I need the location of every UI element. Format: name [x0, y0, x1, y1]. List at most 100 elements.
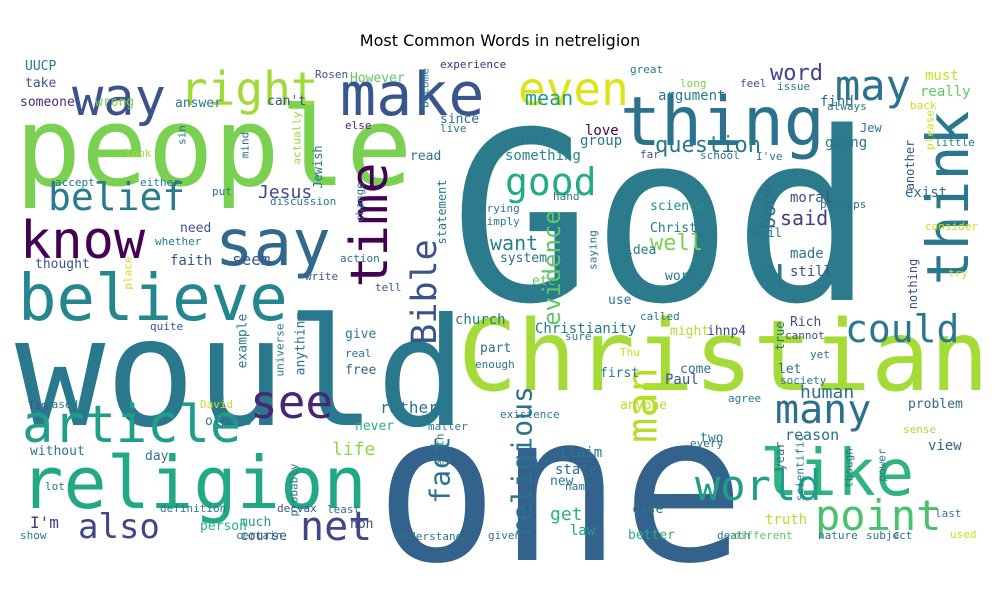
- word-show: show: [20, 529, 47, 542]
- word-little: little: [935, 136, 975, 149]
- word-reason: reason: [785, 426, 839, 444]
- word-write: write: [305, 270, 338, 283]
- word-another: another: [903, 140, 917, 191]
- word-moral: moral: [790, 190, 832, 206]
- word-two: two: [700, 431, 723, 446]
- word-action: action: [340, 252, 380, 265]
- word-claim: claim: [560, 445, 602, 461]
- word-without: without: [30, 444, 85, 459]
- word-world: world: [695, 461, 821, 510]
- word-religion: religion: [20, 441, 367, 525]
- word-used: used: [950, 528, 977, 541]
- word-case: case: [632, 502, 663, 517]
- word-bible: Bible: [405, 239, 445, 344]
- word-wrong: wrong: [95, 95, 134, 110]
- word-sin: sin: [176, 125, 189, 145]
- word-really: really: [920, 84, 971, 100]
- word-agree: agree: [728, 392, 761, 405]
- word-even: even: [518, 62, 629, 116]
- word-said: said: [780, 206, 828, 230]
- word-god: God: [450, 83, 874, 356]
- word-quite: quite: [150, 320, 183, 333]
- word-law: law: [570, 523, 596, 539]
- word-let: let: [778, 362, 801, 377]
- word-thing: thing: [620, 83, 825, 162]
- word-find: find: [820, 94, 854, 110]
- word-death: death: [717, 529, 750, 542]
- word-think: think: [914, 111, 982, 286]
- word-church: church: [455, 312, 506, 328]
- word-christ: Christ: [650, 221, 697, 236]
- word-look: look: [125, 147, 152, 160]
- word-science: science: [650, 199, 705, 214]
- word-life: life: [332, 439, 375, 460]
- word-could: could: [845, 307, 959, 351]
- word-place: place: [122, 256, 135, 289]
- word-matter: matter: [428, 420, 468, 433]
- word-read: read: [410, 149, 441, 164]
- word-fact: fact: [424, 436, 457, 503]
- word-might: might: [670, 324, 709, 339]
- word-may: may: [835, 61, 911, 110]
- word-year: year: [773, 442, 787, 471]
- word-book: book: [756, 181, 780, 229]
- word-first: first: [600, 366, 639, 381]
- word-problem: problem: [908, 397, 963, 412]
- word-answer: answer: [175, 96, 222, 111]
- word-live: live: [440, 122, 467, 135]
- word-feel: feel: [740, 77, 767, 90]
- word-work: work: [665, 269, 696, 284]
- word-argument: argument: [658, 88, 725, 104]
- word-know: know: [20, 211, 146, 271]
- word-one: one: [375, 371, 745, 600]
- word-experience: experience: [440, 58, 506, 71]
- word-system: system: [500, 251, 547, 266]
- word-rich: Rich: [790, 315, 821, 330]
- word-part: part: [480, 341, 511, 356]
- word-least: least: [327, 503, 360, 516]
- word-someone: someone: [20, 95, 75, 110]
- word-point: point: [815, 491, 941, 540]
- word-earth: earth: [434, 433, 447, 466]
- word-true: true: [773, 322, 787, 351]
- word-mind: mind: [239, 132, 252, 159]
- word-still: still: [790, 264, 832, 280]
- word-always: always: [827, 100, 867, 113]
- word-given: given: [488, 529, 521, 542]
- word-consider: consider: [925, 220, 978, 233]
- word-based: based: [45, 398, 78, 411]
- word-net: net: [300, 504, 372, 550]
- word-i-m: I'm: [30, 513, 59, 532]
- word-evil: evil: [753, 226, 782, 240]
- word-power: power: [876, 448, 889, 481]
- word-would: would: [15, 287, 467, 461]
- word-example: example: [236, 313, 251, 368]
- word-actually: actually: [291, 111, 304, 164]
- word-mean: mean: [525, 86, 573, 110]
- word-please: please: [924, 110, 937, 150]
- word-far: far: [640, 148, 660, 161]
- word-time: time: [340, 162, 400, 287]
- word-uucp: UUCP: [25, 59, 56, 74]
- word-group: group: [580, 133, 622, 149]
- word-use: use: [608, 293, 632, 308]
- word-man: man: [618, 367, 667, 443]
- word-c: c: [893, 528, 900, 541]
- word-e: e: [828, 274, 835, 287]
- word-accept: accept: [55, 176, 95, 189]
- word-decvax: decvax: [277, 502, 317, 515]
- word-give: give: [345, 327, 376, 342]
- word-something: something: [505, 148, 581, 164]
- word-anything: anything: [294, 313, 309, 376]
- word-subject: subject: [866, 529, 912, 542]
- word-jewish: Jewish: [311, 145, 325, 188]
- word-jesus: Jesus: [258, 182, 312, 203]
- word-nothing: nothing: [906, 259, 920, 310]
- word-else: else: [345, 119, 372, 132]
- word-going: going: [825, 135, 867, 151]
- word-last: last: [935, 507, 962, 520]
- word-people: people: [15, 83, 412, 211]
- word-others: others: [205, 414, 252, 429]
- word-try: try: [948, 267, 968, 280]
